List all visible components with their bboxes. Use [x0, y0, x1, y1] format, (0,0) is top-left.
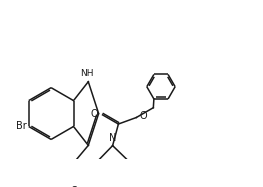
Text: O: O [140, 111, 147, 121]
Text: Br: Br [16, 122, 27, 131]
Text: O: O [90, 110, 98, 119]
Polygon shape [77, 161, 96, 164]
Text: O: O [70, 186, 78, 187]
Text: NH: NH [80, 69, 94, 78]
Text: N: N [109, 133, 116, 143]
